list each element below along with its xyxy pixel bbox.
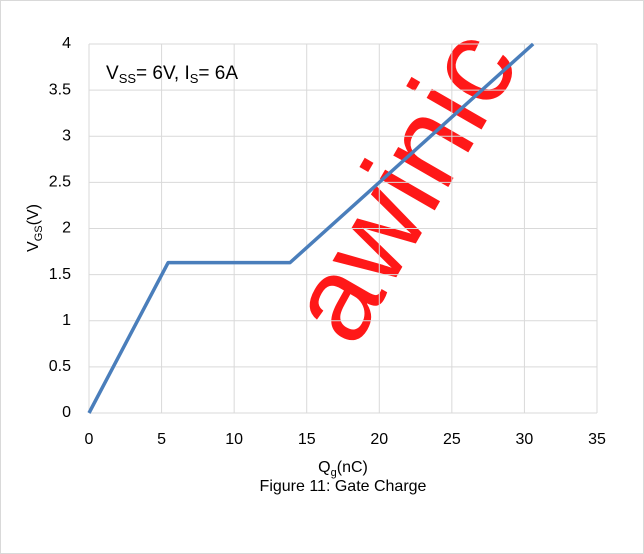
y-tick-label: 2.5	[49, 174, 71, 191]
x-label-part: Q	[318, 459, 330, 476]
x-tick-label: 35	[588, 431, 606, 448]
annotation-sub: SS	[119, 71, 137, 86]
y-tick-label: 1.5	[49, 266, 71, 283]
x-label-sub: g	[331, 467, 337, 479]
x-tick-label: 0	[85, 431, 94, 448]
annotation-part: = 6A	[198, 63, 238, 84]
x-tick-label: 20	[370, 431, 388, 448]
caption: Figure 11: Gate Charge	[260, 478, 427, 495]
y-label-part: V	[25, 241, 42, 252]
y-tick-label: 4	[62, 35, 71, 52]
y-axis-label: VGS(V)	[25, 204, 45, 252]
y-tick-label: 2	[62, 220, 71, 237]
plot: 0 0.5 1 1.5 2 2.5 3 3.5 4 0 5 10 15 20 25 30 35	[49, 35, 606, 448]
x-tick-label: 25	[443, 431, 461, 448]
x-tick-label: 15	[298, 431, 316, 448]
y-label-part: (V)	[25, 204, 42, 225]
data-line	[87, 42, 535, 414]
y-tick-label: 0	[62, 404, 71, 421]
y-label-sub: GS	[33, 225, 45, 241]
x-tick-label: 5	[157, 431, 166, 448]
grid	[88, 43, 598, 414]
x-tick-label: 30	[516, 431, 534, 448]
y-tick-label: 3.5	[49, 81, 71, 98]
x-tick-label: 10	[225, 431, 243, 448]
y-tick-label: 3	[62, 127, 71, 144]
annotation-part: = 6V, I	[136, 63, 190, 84]
x-label-part: (nC)	[337, 459, 368, 476]
annotation-sub: S	[190, 71, 199, 86]
x-axis-label: Qg(nC)	[318, 459, 368, 479]
annotation-part: V	[106, 63, 119, 84]
annotation: VSS= 6V, IS= 6A	[106, 63, 238, 86]
y-tick-label: 1	[62, 312, 71, 329]
y-tick-label: 0.5	[49, 358, 71, 375]
